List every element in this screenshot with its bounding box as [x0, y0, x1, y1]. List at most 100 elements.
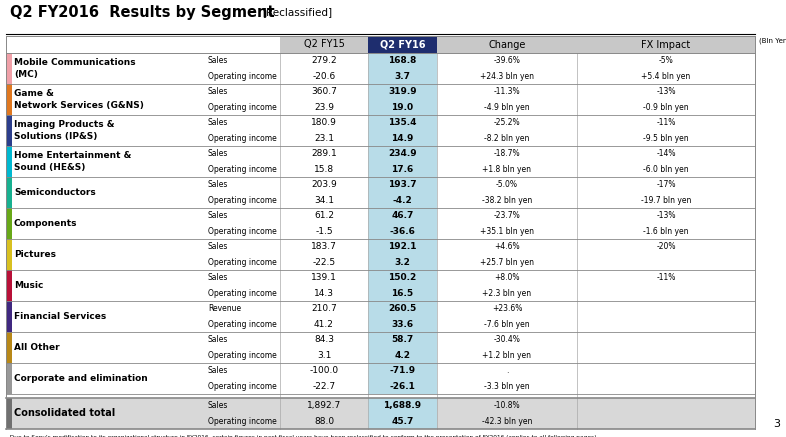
Text: 203.9: 203.9 [311, 180, 337, 189]
Text: +8.0%: +8.0% [494, 273, 520, 282]
Text: (Bln Yen): (Bln Yen) [759, 38, 786, 45]
Text: +5.4 bln yen: +5.4 bln yen [641, 72, 691, 81]
Text: Semiconductors: Semiconductors [14, 188, 96, 197]
Text: Q2 FY2016  Results by Segment: Q2 FY2016 Results by Segment [10, 5, 274, 20]
Text: 14.9: 14.9 [391, 134, 413, 143]
Text: +1.2 bln yen: +1.2 bln yen [483, 351, 531, 360]
Bar [6, 239, 12, 270]
Text: Operating income: Operating income [208, 227, 277, 236]
Text: 84.3: 84.3 [314, 335, 334, 344]
Bar [6, 363, 755, 394]
Text: 3.1: 3.1 [317, 351, 331, 360]
Bar [368, 363, 437, 394]
Text: 14.3: 14.3 [314, 289, 334, 298]
Text: Q2 FY15: Q2 FY15 [303, 39, 344, 49]
Text: -38.2 bln yen: -38.2 bln yen [482, 196, 532, 205]
Text: 41.2: 41.2 [314, 320, 334, 329]
Text: 23.9: 23.9 [314, 103, 334, 112]
Text: 183.7: 183.7 [311, 242, 337, 251]
Bar [368, 177, 437, 208]
Text: 279.2: 279.2 [311, 56, 337, 65]
Text: 23.1: 23.1 [314, 134, 334, 143]
Text: Sales: Sales [208, 56, 229, 65]
Text: Pictures: Pictures [14, 250, 56, 259]
Bar [6, 84, 12, 115]
Text: 15.8: 15.8 [314, 165, 334, 174]
Text: +25.7 bln yen: +25.7 bln yen [480, 258, 534, 267]
Text: FX Impact: FX Impact [641, 39, 691, 49]
Text: +23.6%: +23.6% [492, 304, 522, 313]
Text: 319.9: 319.9 [388, 87, 417, 96]
Bar [6, 239, 755, 270]
Text: -18.7%: -18.7% [494, 149, 520, 158]
Text: 17.6: 17.6 [391, 165, 413, 174]
Bar [6, 53, 12, 84]
Text: Sales: Sales [208, 242, 229, 251]
Bar [280, 36, 368, 53]
Text: -14%: -14% [656, 149, 676, 158]
Text: Sales: Sales [208, 366, 229, 375]
Text: Sales: Sales [208, 273, 229, 282]
Text: Mobile Communications
(MC): Mobile Communications (MC) [14, 59, 136, 79]
Text: Sales: Sales [208, 335, 229, 344]
Text: 33.6: 33.6 [391, 320, 413, 329]
Text: -71.9: -71.9 [389, 366, 416, 375]
Text: Operating income: Operating income [208, 417, 277, 426]
Text: -9.5 bln yen: -9.5 bln yen [643, 134, 689, 143]
Bar [6, 115, 755, 146]
Text: -0.9 bln yen: -0.9 bln yen [643, 103, 689, 112]
Text: .: . [506, 366, 509, 375]
Bar [6, 115, 12, 146]
Text: -26.1: -26.1 [390, 382, 416, 391]
Bar [368, 239, 437, 270]
Text: 61.2: 61.2 [314, 211, 334, 220]
Text: Imaging Products &
Solutions (IP&S): Imaging Products & Solutions (IP&S) [14, 121, 115, 141]
Text: -1.5: -1.5 [315, 227, 332, 236]
Text: -23.7%: -23.7% [494, 211, 520, 220]
Bar [368, 84, 437, 115]
Text: Revenue: Revenue [208, 304, 241, 313]
Text: 139.1: 139.1 [311, 273, 337, 282]
Text: 3.7: 3.7 [395, 72, 410, 81]
Text: Operating income: Operating income [208, 196, 277, 205]
Bar [577, 36, 755, 53]
Bar [6, 146, 755, 177]
Text: 19.0: 19.0 [391, 103, 413, 112]
Text: -22.5: -22.5 [313, 258, 336, 267]
Text: -5.0%: -5.0% [496, 180, 518, 189]
Text: Home Entertainment &
Sound (HE&S): Home Entertainment & Sound (HE&S) [14, 152, 131, 172]
Bar [6, 270, 755, 301]
Text: Components: Components [14, 219, 78, 228]
Bar [368, 36, 437, 53]
Bar [6, 398, 12, 429]
Text: -4.9 bln yen: -4.9 bln yen [484, 103, 530, 112]
Bar [368, 270, 437, 301]
Text: -36.6: -36.6 [390, 227, 416, 236]
Text: 88.0: 88.0 [314, 417, 334, 426]
Bar [368, 208, 437, 239]
Text: 135.4: 135.4 [388, 118, 417, 127]
Text: -4.2: -4.2 [393, 196, 413, 205]
Text: +4.6%: +4.6% [494, 242, 520, 251]
Text: Corporate and elimination: Corporate and elimination [14, 374, 148, 383]
Text: [Reclassified]: [Reclassified] [262, 7, 332, 17]
Text: -25.2%: -25.2% [494, 118, 520, 127]
Bar [6, 36, 280, 53]
Text: Operating income: Operating income [208, 382, 277, 391]
Text: Change: Change [488, 39, 526, 49]
Text: Operating income: Operating income [208, 289, 277, 298]
Text: 1,892.7: 1,892.7 [307, 401, 341, 410]
Text: 289.1: 289.1 [311, 149, 337, 158]
Bar [437, 36, 577, 53]
Bar [368, 398, 437, 429]
Text: -8.2 bln yen: -8.2 bln yen [484, 134, 530, 143]
Text: -100.0: -100.0 [310, 366, 339, 375]
Text: Sales: Sales [208, 401, 229, 410]
Text: Financial Services: Financial Services [14, 312, 106, 321]
Text: 150.2: 150.2 [388, 273, 417, 282]
Text: 260.5: 260.5 [388, 304, 417, 313]
Bar [6, 177, 12, 208]
Text: Sales: Sales [208, 118, 229, 127]
Text: +2.3 bln yen: +2.3 bln yen [483, 289, 531, 298]
Text: 4.2: 4.2 [395, 351, 410, 360]
